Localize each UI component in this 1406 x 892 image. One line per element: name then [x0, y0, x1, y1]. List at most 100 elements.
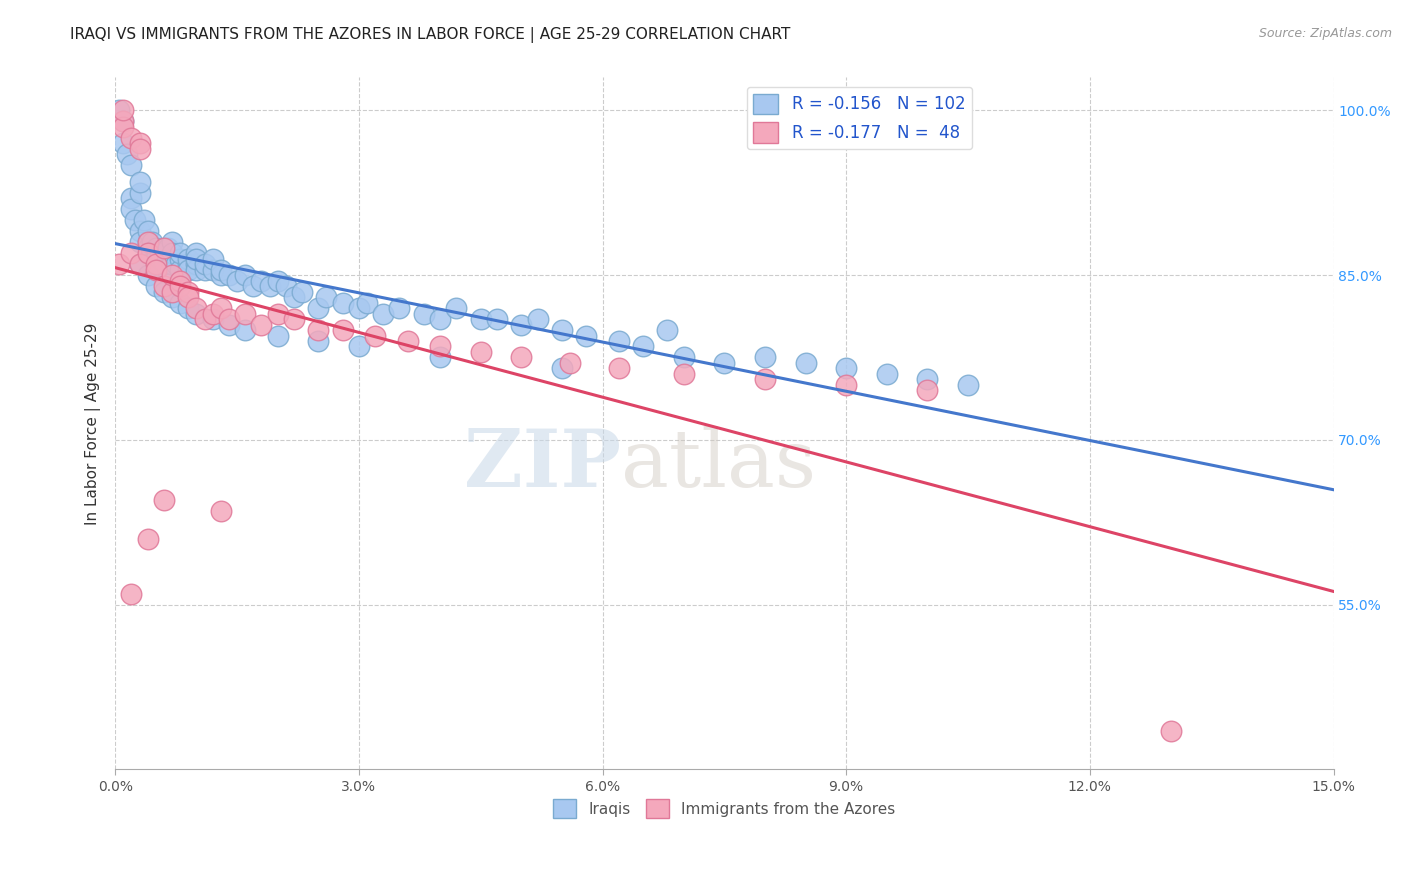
Point	[266, 328, 288, 343]
Point	[356, 295, 378, 310]
Point	[835, 361, 858, 376]
Point	[835, 378, 858, 392]
Point	[672, 367, 695, 381]
Point	[128, 257, 150, 271]
Point	[754, 372, 776, 386]
Point	[201, 307, 224, 321]
Point	[266, 307, 288, 321]
Point	[657, 323, 679, 337]
Point	[794, 356, 817, 370]
Point	[266, 274, 288, 288]
Point	[558, 356, 581, 370]
Point	[347, 339, 370, 353]
Point	[120, 191, 142, 205]
Point	[160, 235, 183, 249]
Point	[233, 307, 256, 321]
Point	[186, 257, 208, 271]
Point	[177, 290, 200, 304]
Point	[307, 323, 329, 337]
Text: ZIP: ZIP	[464, 425, 621, 504]
Point	[575, 328, 598, 343]
Point	[120, 202, 142, 217]
Point	[876, 367, 898, 381]
Point	[412, 307, 434, 321]
Point	[201, 262, 224, 277]
Point	[307, 334, 329, 348]
Point	[218, 318, 240, 332]
Point	[160, 246, 183, 260]
Point	[209, 301, 232, 315]
Point	[169, 274, 191, 288]
Point	[145, 257, 167, 271]
Point	[112, 120, 135, 134]
Point	[218, 312, 240, 326]
Point	[145, 262, 167, 277]
Point	[713, 356, 735, 370]
Point	[145, 279, 167, 293]
Point	[156, 241, 179, 255]
Point	[177, 301, 200, 315]
Point	[112, 114, 135, 128]
Point	[186, 246, 208, 260]
Point	[510, 351, 533, 365]
Point	[193, 257, 215, 271]
Point	[332, 295, 354, 310]
Point	[233, 323, 256, 337]
Point	[136, 241, 159, 255]
Point	[145, 252, 167, 266]
Point	[446, 301, 468, 315]
Point	[160, 285, 183, 299]
Point	[470, 312, 492, 326]
Point	[186, 252, 208, 266]
Point	[209, 262, 232, 277]
Point	[186, 262, 208, 277]
Point	[177, 252, 200, 266]
Point	[120, 246, 142, 260]
Point	[136, 268, 159, 282]
Point	[526, 312, 548, 326]
Point	[186, 307, 208, 321]
Point	[429, 312, 451, 326]
Point	[209, 504, 232, 518]
Point	[169, 279, 191, 293]
Point	[153, 279, 176, 293]
Point	[917, 372, 939, 386]
Point	[242, 279, 264, 293]
Point	[145, 246, 167, 260]
Point	[259, 279, 281, 293]
Point	[607, 361, 630, 376]
Point	[165, 257, 187, 271]
Point	[153, 493, 176, 508]
Point	[551, 361, 574, 376]
Point	[145, 262, 167, 277]
Point	[186, 301, 208, 315]
Point	[108, 257, 131, 271]
Point	[218, 268, 240, 282]
Point	[233, 268, 256, 282]
Point	[429, 339, 451, 353]
Point	[177, 262, 200, 277]
Point	[160, 290, 183, 304]
Point	[201, 312, 224, 326]
Legend: Iraqis, Immigrants from the Azores: Iraqis, Immigrants from the Azores	[547, 793, 901, 824]
Point	[177, 285, 200, 299]
Point	[169, 262, 191, 277]
Point	[145, 257, 167, 271]
Point	[128, 257, 150, 271]
Point	[388, 301, 411, 315]
Point	[956, 378, 979, 392]
Point	[1160, 723, 1182, 738]
Point	[169, 246, 191, 260]
Point	[347, 301, 370, 315]
Point	[283, 312, 305, 326]
Point	[160, 252, 183, 266]
Point	[201, 252, 224, 266]
Point	[128, 175, 150, 189]
Point	[754, 351, 776, 365]
Point	[169, 252, 191, 266]
Point	[315, 290, 337, 304]
Text: IRAQI VS IMMIGRANTS FROM THE AZORES IN LABOR FORCE | AGE 25-29 CORRELATION CHART: IRAQI VS IMMIGRANTS FROM THE AZORES IN L…	[70, 27, 790, 43]
Point	[149, 246, 172, 260]
Point	[136, 224, 159, 238]
Point	[128, 142, 150, 156]
